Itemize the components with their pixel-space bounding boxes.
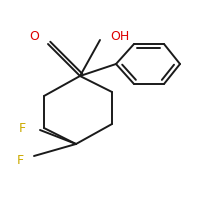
Text: O: O bbox=[29, 29, 39, 43]
Text: F: F bbox=[18, 121, 26, 134]
Text: OH: OH bbox=[110, 29, 130, 43]
Text: F: F bbox=[16, 154, 24, 166]
